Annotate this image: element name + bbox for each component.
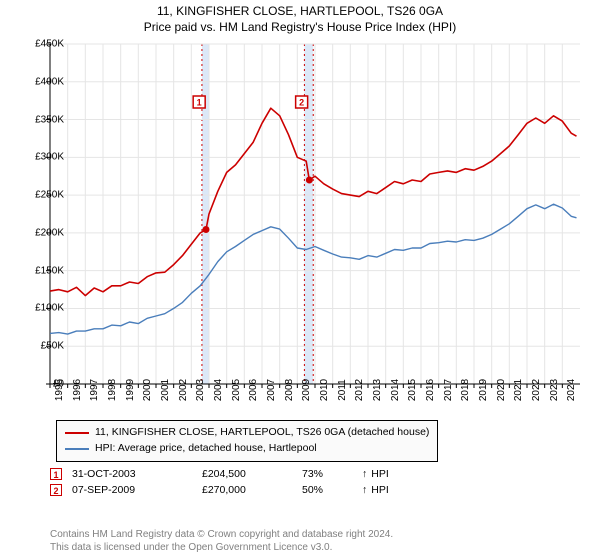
footnote: Contains HM Land Registry data © Crown c… [50,528,590,554]
x-tick-label: 2005 [231,379,242,401]
x-tick-label: 2002 [178,379,189,401]
x-tick-label: 2016 [425,379,436,401]
legend-row: HPI: Average price, detached house, Hart… [65,441,429,457]
x-tick-label: 2007 [266,379,277,401]
x-tick-label: 2004 [213,379,224,401]
up-arrow-icon: ↑ [362,484,367,496]
legend-swatch [65,432,89,434]
datapoint-price: £204,500 [202,468,302,480]
x-tick-label: 1999 [125,379,136,401]
x-tick-label: 2019 [478,379,489,401]
chart-area: 12 [50,44,580,384]
datapoint-marker: 2 [50,484,62,496]
x-tick-label: 2011 [337,379,348,401]
datapoint-row: 1 31-OCT-2003£204,50073%↑ HPI [50,468,590,480]
sale-datapoints: 1 31-OCT-2003£204,50073%↑ HPI 2 07-SEP-2009£… [50,464,590,496]
up-arrow-icon: ↑ [362,468,367,480]
x-tick-label: 2023 [549,379,560,401]
datapoint-hpi: HPI [371,484,389,496]
x-tick-label: 2001 [160,379,171,401]
x-tick-label: 2009 [301,379,312,401]
x-tick-label: 1995 [54,379,65,401]
legend-swatch [65,448,89,450]
title-address: 11, KINGFISHER CLOSE, HARTLEPOOL, TS26 0… [0,4,600,18]
x-tick-label: 2015 [407,379,418,401]
y-tick-label: £400K [35,76,64,87]
x-tick-label: 2014 [390,379,401,401]
datapoint-date: 31-OCT-2003 [72,468,202,480]
y-tick-label: £200K [35,227,64,238]
x-tick-label: 2022 [531,379,542,401]
x-tick-label: 1996 [72,379,83,401]
chart-container: 11, KINGFISHER CLOSE, HARTLEPOOL, TS26 0… [0,0,600,560]
datapoint-pct: 73% [302,468,362,480]
datapoint-price: £270,000 [202,484,302,496]
y-tick-label: £300K [35,152,64,163]
x-tick-label: 2010 [319,379,330,401]
x-tick-label: 2000 [142,379,153,401]
y-tick-label: £100K [35,303,64,314]
y-tick-label: £50K [41,341,64,352]
footnote-line1: Contains HM Land Registry data © Crown c… [50,528,590,541]
legend-row: 11, KINGFISHER CLOSE, HARTLEPOOL, TS26 0… [65,425,429,441]
x-tick-label: 2006 [248,379,259,401]
datapoint-marker: 1 [50,468,62,480]
x-tick-label: 1998 [107,379,118,401]
x-tick-label: 2018 [460,379,471,401]
x-tick-label: 2021 [513,379,524,401]
x-tick-label: 2020 [496,379,507,401]
y-tick-label: £350K [35,114,64,125]
datapoint-row: 2 07-SEP-2009£270,00050%↑ HPI [50,484,590,496]
x-tick-label: 2008 [284,379,295,401]
datapoint-date: 07-SEP-2009 [72,484,202,496]
x-tick-label: 1997 [89,379,100,401]
svg-text:2: 2 [299,98,304,108]
x-tick-label: 2013 [372,379,383,401]
y-tick-label: £450K [35,39,64,50]
datapoint-hpi: HPI [371,468,389,480]
y-tick-label: £250K [35,190,64,201]
line-chart-svg: 12 [50,44,580,384]
legend-label: 11, KINGFISHER CLOSE, HARTLEPOOL, TS26 0… [95,425,429,441]
legend-label: HPI: Average price, detached house, Hart… [95,441,317,457]
svg-text:1: 1 [197,98,202,108]
x-tick-label: 2024 [566,379,577,401]
y-tick-label: £150K [35,265,64,276]
title-block: 11, KINGFISHER CLOSE, HARTLEPOOL, TS26 0… [0,0,600,34]
x-tick-label: 2017 [443,379,454,401]
legend: 11, KINGFISHER CLOSE, HARTLEPOOL, TS26 0… [56,420,438,462]
x-tick-label: 2003 [195,379,206,401]
datapoint-pct: 50% [302,484,362,496]
x-tick-label: 2012 [354,379,365,401]
title-subtitle: Price paid vs. HM Land Registry's House … [0,20,600,34]
footnote-line2: This data is licensed under the Open Gov… [50,541,590,554]
